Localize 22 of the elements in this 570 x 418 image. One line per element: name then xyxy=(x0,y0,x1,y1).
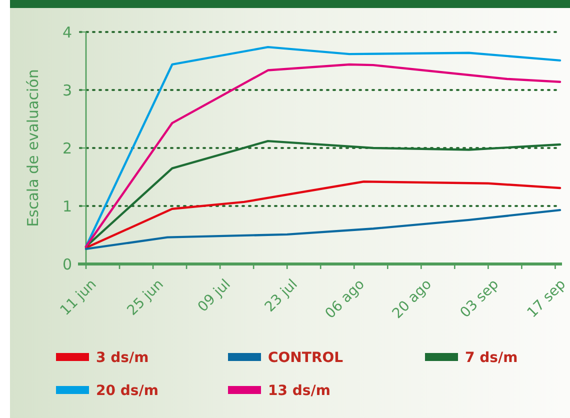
x-tick-label: 20 ago xyxy=(389,276,435,322)
legend-label: 20 ds/m xyxy=(96,382,158,399)
x-tick-label: 09 jul xyxy=(194,276,234,316)
x-tick-label: 25 jun xyxy=(124,276,167,319)
y-tick-label: 4 xyxy=(62,23,72,42)
y-tick-label: 3 xyxy=(62,81,72,100)
y-axis-title: Escala de evaluación xyxy=(24,69,42,227)
x-tick-label: 17 sep xyxy=(524,276,570,322)
y-tick-label: 0 xyxy=(62,255,72,274)
legend-label: 13 ds/m xyxy=(268,382,330,399)
x-tick-label: 03 sep xyxy=(457,276,502,322)
x-tick-label: 23 jul xyxy=(262,276,301,316)
y-tick-label: 2 xyxy=(62,139,72,158)
x-tick-label: 06 ago xyxy=(322,276,368,322)
legend-label: 7 ds/m xyxy=(465,350,518,366)
line-series xyxy=(84,180,562,249)
y-tick-label: 1 xyxy=(62,197,72,216)
line-series xyxy=(84,140,562,248)
legend-label: 3 ds/m xyxy=(96,350,149,366)
legend-label: CONTROL xyxy=(268,350,344,366)
line-series xyxy=(84,208,562,250)
x-tick-label: 11 jun xyxy=(57,276,100,319)
